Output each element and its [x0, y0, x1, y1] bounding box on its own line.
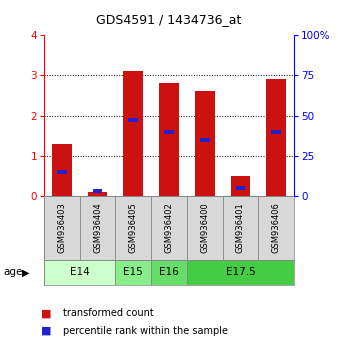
FancyBboxPatch shape	[187, 260, 294, 285]
Text: age: age	[3, 267, 23, 278]
FancyBboxPatch shape	[151, 196, 187, 260]
Text: GSM936405: GSM936405	[129, 202, 138, 253]
Bar	[195, 91, 215, 196]
FancyBboxPatch shape	[223, 196, 258, 260]
Text: GSM936406: GSM936406	[272, 202, 281, 253]
Text: transformed count: transformed count	[63, 308, 153, 318]
FancyBboxPatch shape	[115, 260, 151, 285]
Text: percentile rank within the sample: percentile rank within the sample	[63, 326, 227, 336]
FancyBboxPatch shape	[80, 196, 115, 260]
Bar	[266, 80, 286, 196]
Text: E16: E16	[159, 267, 179, 278]
FancyBboxPatch shape	[258, 196, 294, 260]
FancyBboxPatch shape	[151, 260, 187, 285]
Bar	[93, 189, 102, 193]
Bar	[231, 176, 250, 196]
Bar	[123, 72, 143, 196]
Text: E17.5: E17.5	[225, 267, 255, 278]
Text: GSM936402: GSM936402	[165, 202, 173, 253]
Bar	[128, 118, 138, 121]
FancyBboxPatch shape	[44, 196, 80, 260]
Text: GSM936403: GSM936403	[57, 202, 66, 253]
Text: ▶: ▶	[22, 267, 29, 278]
Bar	[52, 144, 72, 196]
Text: GDS4591 / 1434736_at: GDS4591 / 1434736_at	[96, 13, 242, 26]
Bar	[88, 192, 107, 196]
Bar	[200, 138, 210, 142]
Text: GSM936401: GSM936401	[236, 202, 245, 253]
Text: ■: ■	[41, 308, 51, 318]
Bar	[57, 170, 67, 173]
FancyBboxPatch shape	[44, 260, 115, 285]
Text: ■: ■	[41, 326, 51, 336]
Text: E15: E15	[123, 267, 143, 278]
Bar	[159, 84, 179, 196]
Text: GSM936404: GSM936404	[93, 202, 102, 253]
FancyBboxPatch shape	[115, 196, 151, 260]
Text: GSM936400: GSM936400	[200, 202, 209, 253]
Bar	[236, 185, 245, 190]
Bar	[271, 130, 281, 133]
Text: E14: E14	[70, 267, 90, 278]
FancyBboxPatch shape	[187, 196, 223, 260]
Bar	[164, 130, 174, 133]
